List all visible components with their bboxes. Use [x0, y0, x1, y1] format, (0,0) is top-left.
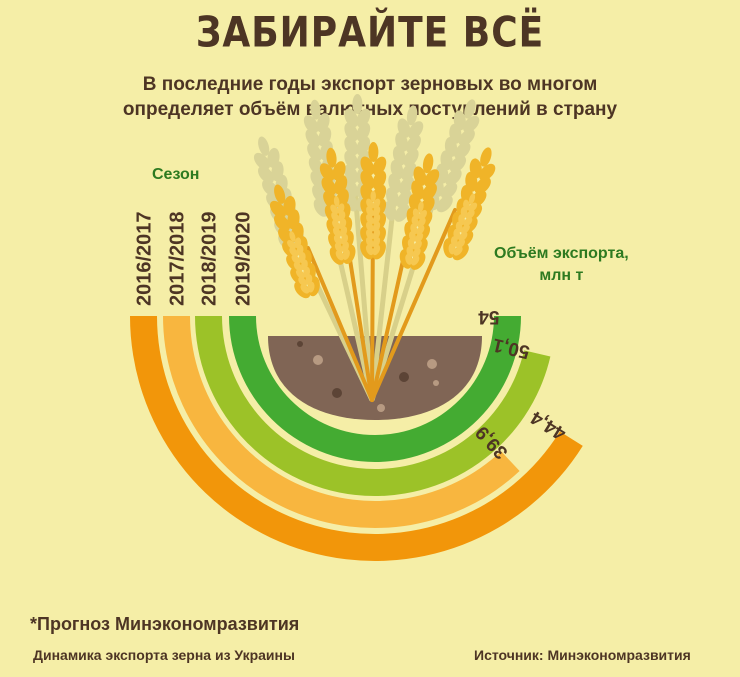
subtitle-line-1: В последние годы экспорт зерновых во мно…: [142, 74, 598, 95]
season-label-1: 2017/2018: [167, 211, 189, 306]
export-axis-label-line-2: млн т: [539, 267, 584, 284]
chart-caption: Динамика экспорта зерна из Украины: [33, 647, 295, 663]
arc-bar-2019/2020: [229, 316, 521, 462]
season-axis-label: Сезон: [152, 166, 200, 183]
wheat-icon: [253, 94, 496, 402]
arc-bar-2018/2019: [195, 316, 551, 497]
season-label-2: 2018/2019: [199, 211, 221, 306]
export-axis-label: Объём экспорта, млн т: [494, 243, 629, 287]
page-title: ЗАБИРАЙТЕ ВСЁ: [195, 8, 545, 58]
forecast-footnote: *Прогноз Минэкономразвития: [30, 614, 300, 634]
season-label-0: 2016/2017: [134, 211, 156, 306]
subtitle: В последние годы экспорт зерновых во мно…: [0, 72, 740, 122]
export-axis-label-line-1: Объём экспорта,: [494, 245, 629, 262]
season-label-3: 2019/2020: [233, 211, 255, 306]
source-note: Источник: Минэкономразвития: [474, 647, 691, 663]
value-label-3: 54: [478, 306, 500, 327]
chart-arcs: [130, 316, 583, 561]
subtitle-line-2: определяет объём валютных поступлений в …: [122, 99, 618, 120]
arc-bar-2017/2018: [163, 316, 520, 528]
arc-bar-2016/2017: [130, 316, 583, 561]
